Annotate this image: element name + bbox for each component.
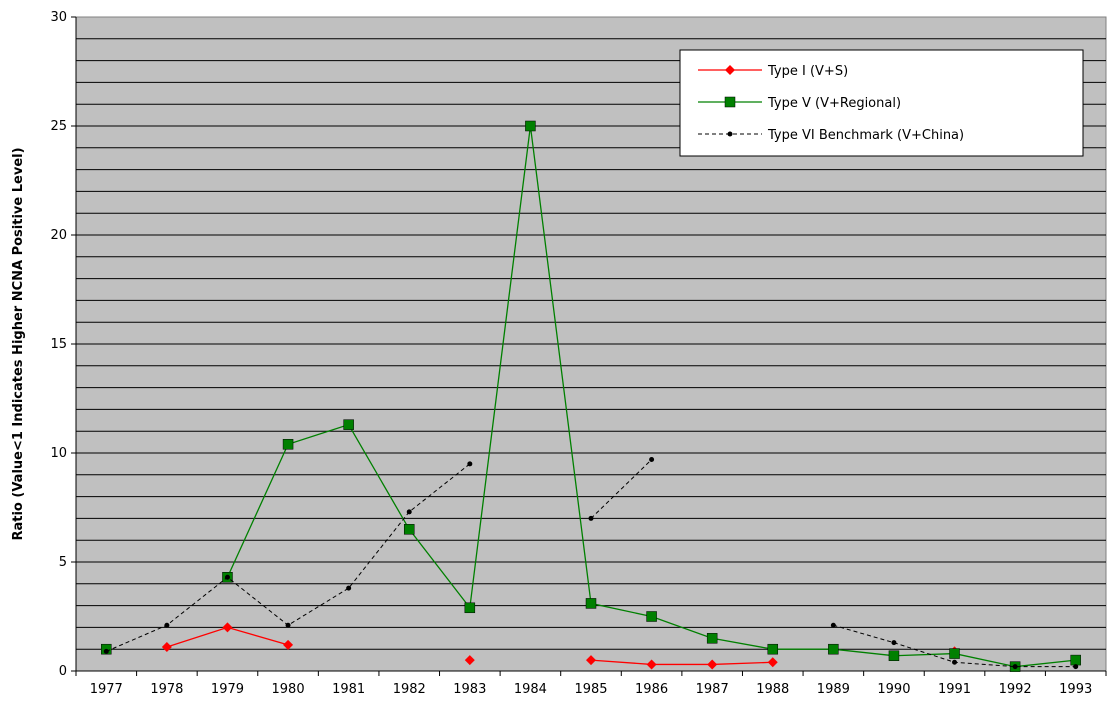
data-point [224,574,230,580]
series-line [590,459,652,519]
series-line [590,659,773,666]
data-point [586,655,596,666]
x-tick-label: 1988 [756,682,789,697]
y-tick-label: 5 [59,555,67,570]
x-tick-label: 1984 [514,682,547,697]
data-point [161,642,172,653]
legend-label: Type V (V+Regional) [767,96,901,111]
legend-swatch-marker [725,65,735,75]
data-point [585,598,597,609]
data-point [646,611,657,622]
data-point [525,120,536,132]
legend-swatch-marker [724,96,736,108]
x-tick-label: 1979 [211,682,244,697]
data-point [952,659,958,665]
legend-label: Type VI Benchmark (V+China) [767,128,964,143]
x-tick-label: 1977 [90,682,123,697]
data-point [767,643,779,655]
data-point [285,622,291,628]
data-point [464,602,476,614]
data-point [646,659,657,670]
x-tick-label: 1985 [574,682,607,697]
data-point [343,419,354,430]
data-point [403,524,415,535]
x-tick-label: 1983 [453,682,486,697]
data-point [767,657,778,668]
x-tick-label: 1991 [938,682,971,697]
data-point [649,457,655,463]
data-point [828,643,839,655]
x-tick-label: 1986 [635,682,668,697]
y-tick-label: 0 [59,664,67,679]
x-tick-label: 1982 [393,682,426,697]
series-1 [161,622,960,670]
data-point [164,622,170,628]
series-3 [103,457,1079,670]
y-tick-label: 30 [50,10,67,25]
data-point [1070,654,1081,666]
data-point [949,648,960,659]
data-point [1012,664,1018,670]
legend-swatch-marker [727,131,733,137]
y-tick-label: 10 [50,446,67,461]
data-point [103,648,109,654]
data-point [282,439,294,450]
series-layer [101,120,1081,672]
x-tick-label: 1980 [272,682,305,697]
x-axis-ticks: 1977 1978 1979 1980 1981 1982 1983 1984 1985 1986… [75,671,1107,697]
data-point [888,650,900,661]
y-tick-label: 15 [50,337,67,352]
y-tick-label: 20 [50,228,67,243]
data-point [464,655,475,666]
x-tick-label: 1978 [150,682,183,697]
data-point [222,622,233,633]
data-point [830,622,836,628]
data-point [891,640,897,646]
data-point [406,509,412,515]
x-tick-label: 1990 [877,682,910,697]
data-point [588,515,594,521]
data-point [1073,664,1079,670]
x-tick-label: 1993 [1059,682,1092,697]
data-point [707,659,718,670]
x-tick-label: 1989 [817,682,850,697]
y-axis-ticks: 0 5 10 15 20 25 30 [50,10,76,679]
data-point [706,633,718,644]
legend-label: Type I (V+S) [767,64,848,79]
y-tick-label: 25 [50,119,67,134]
y-axis-label: Ratio (Value<1 Indicates Higher NCNA Pos… [11,147,26,540]
legend-box [679,49,1084,157]
x-tick-label: 1987 [696,682,729,697]
x-tick-label: 1981 [332,682,365,697]
x-tick-label: 1992 [999,682,1032,697]
legend: Type I (V+S) Type V (V+Regional) Type VI B… [679,49,1084,157]
data-point [283,639,294,650]
data-point [346,585,352,591]
data-point [467,461,473,467]
